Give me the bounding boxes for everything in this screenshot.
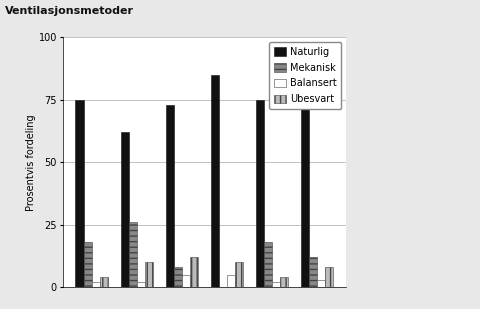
Text: Ventilasjonsmetoder: Ventilasjonsmetoder [5,6,133,16]
Bar [235,262,243,287]
Legend: Naturlig, Mekanisk, Balansert, Ubesvart: Naturlig, Mekanisk, Balansert, Ubesvart [269,42,341,109]
Bar [190,257,198,287]
Bar [280,277,288,287]
Bar [165,105,173,287]
Bar [255,99,264,287]
Bar [136,282,144,287]
Bar [144,262,153,287]
Bar [75,99,84,287]
Bar [181,275,190,287]
Bar [316,280,324,287]
Bar [92,282,100,287]
Bar [227,275,235,287]
Bar [173,267,181,287]
Bar [128,222,136,287]
Bar [324,267,333,287]
Bar [300,99,308,287]
Bar [210,74,218,287]
Y-axis label: Prosentvis fordeling: Prosentvis fordeling [26,114,36,210]
Bar [120,132,128,287]
Bar [84,242,92,287]
Bar [308,257,316,287]
Bar [100,277,108,287]
Bar [264,242,272,287]
Bar [272,282,280,287]
